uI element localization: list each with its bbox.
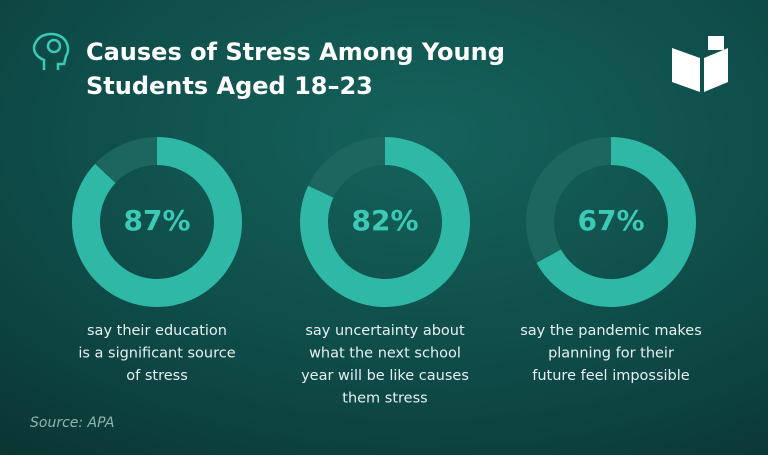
caption-line: planning for their bbox=[548, 346, 674, 362]
head-icon bbox=[32, 32, 70, 70]
caption-line: say uncertainty about bbox=[305, 323, 465, 339]
caption-line: of stress bbox=[126, 368, 188, 384]
source: Source: APA bbox=[30, 415, 114, 431]
caption-line: say the pandemic makes bbox=[520, 323, 702, 339]
value-label: 87% bbox=[123, 204, 190, 237]
donut-arc bbox=[536, 137, 696, 307]
donut-arc bbox=[72, 137, 242, 307]
logo bbox=[672, 36, 728, 92]
caption-line: is a significant source bbox=[78, 346, 235, 362]
value-label: 67% bbox=[577, 204, 644, 237]
caption-line: what the next school bbox=[309, 346, 461, 362]
caption-line: year will be like causes bbox=[301, 368, 469, 384]
title-line: Causes of Stress Among Young bbox=[86, 38, 505, 66]
donut-arc bbox=[300, 137, 470, 307]
title-line: Students Aged 18–23 bbox=[86, 72, 373, 100]
caption-line: them stress bbox=[342, 391, 427, 407]
caption-line: future feel impossible bbox=[532, 368, 690, 384]
value-label: 82% bbox=[351, 204, 418, 237]
caption-line: say their education bbox=[87, 323, 227, 339]
